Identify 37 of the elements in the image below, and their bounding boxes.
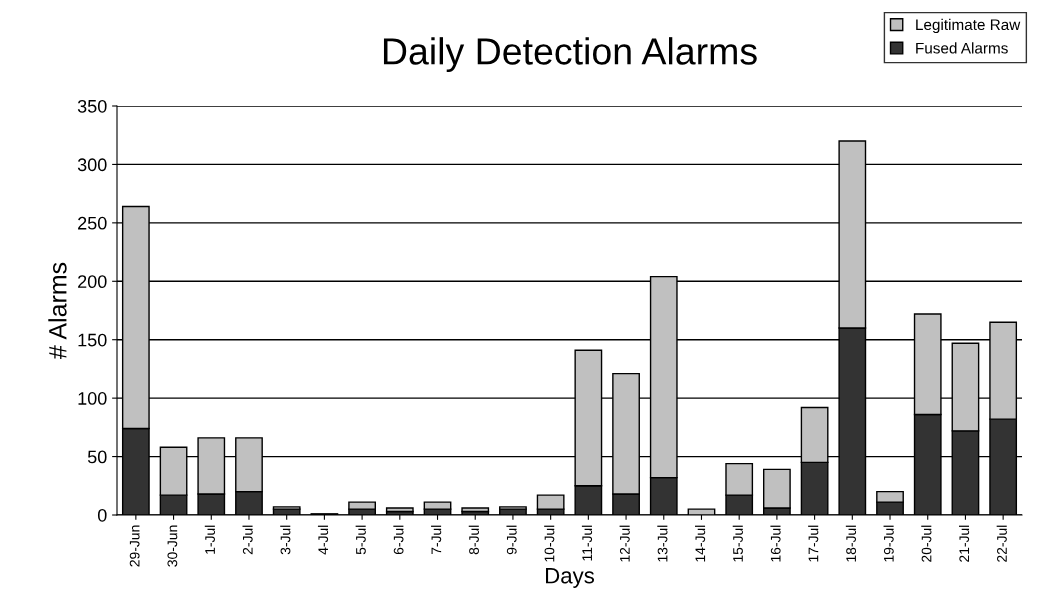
- x-tick-label: 18-Jul: [845, 525, 857, 562]
- y-tick-label: 350: [77, 99, 107, 113]
- chart-title: Daily Detection Alarms: [383, 37, 757, 73]
- x-tick-label: 1-Jul: [204, 525, 215, 554]
- x-axis-title: Days: [546, 568, 595, 588]
- y-tick-label: 250: [78, 216, 107, 230]
- x-tick-label: 2-Jul: [242, 525, 253, 555]
- x-tick-label: 14-Jul: [695, 525, 706, 562]
- x-tick-label: 10-Jul: [544, 525, 555, 562]
- x-tick-label: 4-Jul: [317, 525, 329, 555]
- y-tick-label: 100: [78, 392, 107, 405]
- x-tick-label: 17-Jul: [808, 525, 819, 562]
- x-tick-label: 29-Jun: [129, 525, 140, 567]
- x-tick-label: 20-Jul: [921, 525, 932, 562]
- x-tick-label: 16-Jul: [770, 525, 781, 562]
- x-tick-label: 12-Jul: [619, 525, 630, 562]
- y-tick-label: 300: [77, 158, 107, 172]
- x-tick-label: 9-Jul: [506, 525, 517, 555]
- y-tick-label: 50: [87, 450, 107, 464]
- x-tick-label: 6-Jul: [393, 525, 404, 555]
- x-tick-label: 13-Jul: [657, 525, 668, 562]
- x-tick-label: 3-Jul: [280, 525, 291, 555]
- x-tick-label: 19-Jul: [883, 525, 894, 562]
- legend-label: Fused Alarms: [916, 42, 1008, 54]
- x-tick-label: 8-Jul: [468, 525, 479, 555]
- y-tick-label: 0: [97, 508, 107, 522]
- x-tick-label: 21-Jul: [958, 525, 970, 562]
- x-tick-label: 11-Jul: [581, 525, 593, 561]
- x-tick-label: 7-Jul: [431, 525, 442, 555]
- y-axis-title: # Alarms: [48, 262, 67, 360]
- x-tick-label: 5-Jul: [355, 525, 366, 555]
- x-tick-label: 15-Jul: [732, 525, 743, 562]
- legend-label: Legitimate Raw: [916, 18, 1021, 34]
- y-tick-label: 200: [78, 275, 107, 289]
- x-tick-label: 30-Jun: [167, 525, 178, 567]
- y-tick-label: 150: [78, 333, 107, 347]
- x-tick-label: 22-Jul: [996, 525, 1007, 562]
